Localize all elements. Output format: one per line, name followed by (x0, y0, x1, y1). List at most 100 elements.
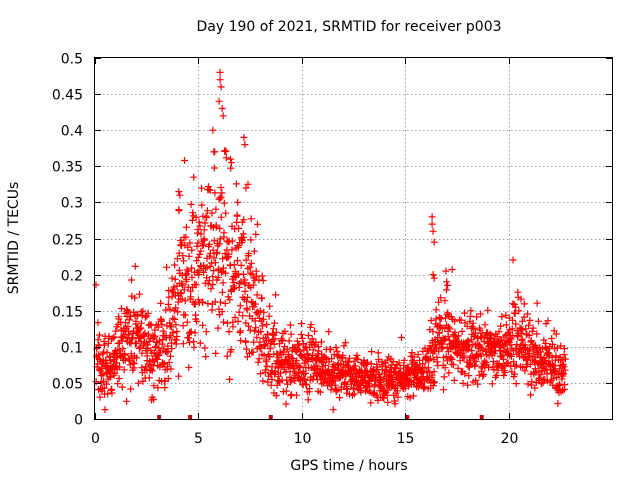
data-point (408, 349, 416, 357)
data-point (136, 325, 144, 333)
data-point (373, 363, 381, 371)
data-point (289, 355, 297, 363)
data-point (110, 333, 118, 341)
data-point (265, 312, 273, 320)
data-point (145, 374, 153, 382)
data-point (179, 340, 187, 348)
data-point (277, 369, 285, 377)
data-point (218, 189, 226, 197)
data-point (471, 362, 479, 370)
data-point (317, 338, 325, 346)
data-point (558, 356, 566, 364)
data-point (444, 281, 452, 289)
data-point (227, 155, 234, 163)
data-point (209, 126, 217, 134)
data-point (146, 320, 154, 328)
y-tick-label: 0.3 (61, 196, 83, 212)
data-point (282, 400, 290, 408)
data-point (501, 369, 509, 377)
data-point (304, 350, 312, 358)
data-point (341, 378, 349, 386)
data-point (234, 198, 242, 206)
data-point (288, 354, 296, 362)
data-point (244, 293, 252, 301)
data-point (268, 363, 276, 371)
data-point (440, 386, 447, 394)
data-point (220, 229, 228, 237)
grid (95, 58, 612, 419)
data-point (247, 215, 255, 223)
data-point (97, 372, 105, 380)
data-point (158, 321, 166, 328)
data-point (249, 348, 257, 356)
data-point (172, 321, 180, 329)
data-point (150, 333, 158, 341)
data-point (241, 280, 249, 288)
data-point (168, 345, 176, 353)
data-point (511, 370, 519, 378)
data-point (437, 294, 445, 302)
data-point (282, 387, 290, 395)
data-point (309, 346, 317, 354)
data-point (477, 333, 485, 341)
data-point (189, 209, 197, 217)
data-point (209, 273, 217, 281)
data-point (201, 219, 209, 227)
data-point (272, 328, 280, 336)
data-point (238, 237, 246, 245)
data-point (169, 328, 177, 336)
data-point (304, 396, 312, 404)
data-point (233, 212, 241, 220)
data-point (444, 309, 452, 317)
data-point (304, 332, 312, 339)
data-point (187, 328, 195, 336)
data-point (216, 68, 224, 76)
data-point (198, 184, 205, 192)
data-point (306, 385, 314, 393)
data-point (127, 313, 135, 320)
data-point (389, 379, 397, 387)
data-point (519, 326, 527, 334)
data-point (509, 316, 516, 324)
data-point (174, 255, 181, 263)
data-point (124, 307, 131, 315)
data-point (211, 189, 219, 197)
data-point (219, 255, 227, 263)
data-point (495, 328, 503, 336)
data-point (526, 345, 534, 353)
data-point (552, 367, 559, 375)
data-point (266, 353, 274, 361)
data-point (162, 306, 170, 314)
data-points (92, 68, 569, 414)
data-point (256, 307, 264, 315)
data-point (561, 345, 568, 352)
data-point (205, 185, 213, 193)
data-point (217, 184, 225, 191)
data-point (448, 355, 456, 363)
data-point (526, 360, 534, 368)
data-point (259, 315, 267, 323)
data-point (259, 322, 266, 330)
data-point (171, 275, 179, 283)
data-point (256, 338, 264, 346)
data-point (354, 356, 362, 363)
data-point (548, 335, 556, 342)
data-point (222, 269, 230, 277)
data-point (512, 380, 520, 388)
data-point (488, 331, 496, 339)
data-point (199, 242, 206, 250)
data-point (384, 398, 392, 406)
data-point (196, 250, 204, 258)
x-tick-label: 5 (194, 431, 203, 447)
data-point (398, 334, 405, 341)
data-point (461, 370, 469, 378)
data-point (430, 368, 438, 376)
data-point (99, 350, 107, 358)
data-point (247, 259, 255, 267)
data-point (246, 326, 254, 334)
data-point (384, 386, 392, 394)
data-point (542, 340, 550, 347)
data-point (367, 399, 375, 407)
data-point (531, 365, 539, 373)
data-point (558, 375, 566, 383)
